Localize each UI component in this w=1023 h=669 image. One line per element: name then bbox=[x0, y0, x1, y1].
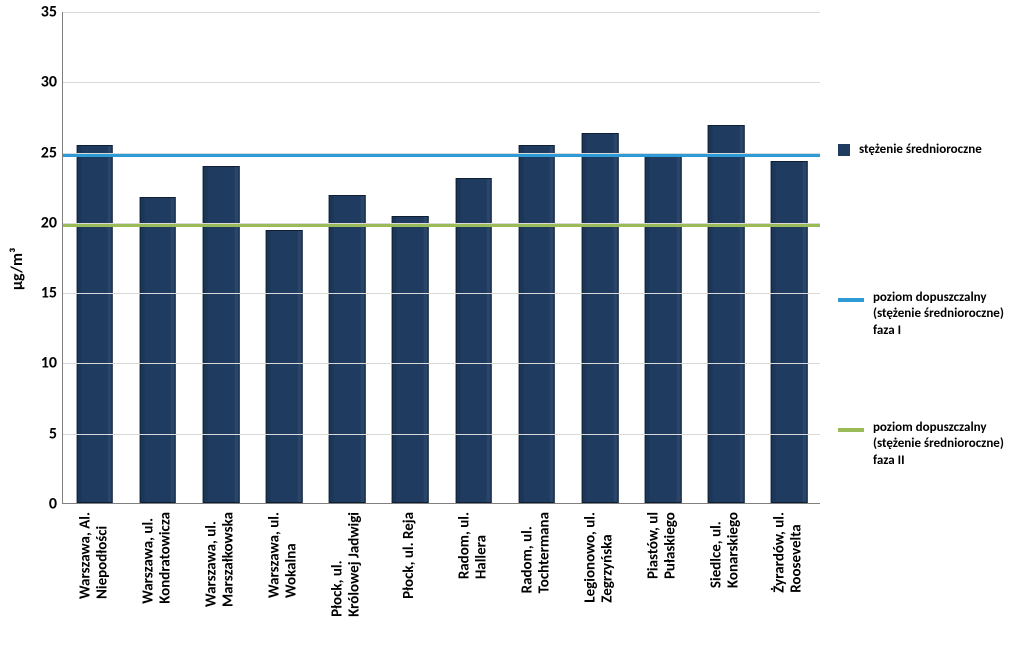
bar bbox=[139, 197, 176, 503]
bar-slot bbox=[695, 12, 758, 503]
legend-swatch-line-2 bbox=[838, 428, 864, 432]
bar-slot bbox=[189, 12, 252, 503]
gridline bbox=[63, 12, 820, 13]
bar-slot bbox=[632, 12, 695, 503]
bar-slot bbox=[63, 12, 126, 503]
gridline bbox=[63, 434, 820, 435]
x-tick-label: Warszawa, ul.Wokalna bbox=[267, 512, 300, 598]
bars-layer bbox=[63, 12, 820, 503]
x-tick-label: Warszawa, ul.Marszałkowska bbox=[203, 512, 236, 607]
bar bbox=[582, 133, 619, 503]
bar bbox=[392, 216, 429, 503]
bar-slot bbox=[126, 12, 189, 503]
legend-series-label: stężenie średnioroczne bbox=[859, 142, 999, 158]
x-tick-label: Legionowo, ul.Zegrzyńska bbox=[582, 512, 615, 603]
y-tick-label: 0 bbox=[49, 495, 63, 514]
bar-slot bbox=[253, 12, 316, 503]
gridline bbox=[63, 293, 820, 294]
bar bbox=[771, 161, 808, 503]
bar bbox=[76, 145, 113, 503]
bar-slot bbox=[568, 12, 631, 503]
x-axis-labels: Warszawa, Al.Niepodłości Warszawa, ul.Kon… bbox=[62, 506, 820, 666]
y-tick-label: 10 bbox=[41, 354, 63, 373]
x-tick-label: Warszawa, Al.Niepodłości bbox=[77, 512, 110, 599]
y-tick-label: 5 bbox=[49, 424, 63, 443]
bar bbox=[266, 230, 303, 503]
y-tick-label: 25 bbox=[41, 143, 63, 162]
x-tick-label: Piastów, ulPułaskiego bbox=[646, 512, 679, 579]
chart-container: µg/m³ 05101520253035 Warszawa, Al.Niepod… bbox=[0, 0, 1023, 669]
bar-slot bbox=[758, 12, 821, 503]
y-tick-label: 35 bbox=[41, 3, 63, 22]
gridline bbox=[63, 363, 820, 364]
x-tick-label: Płock, ul. Reja bbox=[401, 512, 418, 599]
legend-item-series: stężenie średnioroczne bbox=[838, 142, 1018, 158]
y-tick-label: 15 bbox=[41, 284, 63, 303]
x-tick-label: Radom, ul.Hallera bbox=[456, 512, 489, 579]
legend: stężenie średnioroczne poziom dopuszczal… bbox=[838, 12, 1018, 504]
bar bbox=[645, 156, 682, 503]
x-tick-label: Radom, ul.Tochtermana bbox=[519, 512, 552, 593]
bar bbox=[455, 178, 492, 503]
legend-item-limit-1: poziom dopuszczalny (stężenie średnioroc… bbox=[838, 290, 1018, 339]
legend-limit-2-label: poziom dopuszczalny (stężenie średnioroc… bbox=[873, 420, 1013, 469]
gridline bbox=[63, 153, 820, 154]
x-tick-label: Siedlce, ul.Konarskiego bbox=[709, 512, 742, 588]
x-tick-label: Płock, ul.Królowej Jadwigi bbox=[330, 512, 363, 617]
gridline bbox=[63, 223, 820, 224]
legend-item-limit-2: poziom dopuszczalny (stężenie średnioroc… bbox=[838, 420, 1018, 469]
plot-area: 05101520253035 bbox=[62, 12, 820, 504]
bar-slot bbox=[442, 12, 505, 503]
bar bbox=[329, 195, 366, 503]
legend-swatch-bar bbox=[838, 144, 850, 156]
bar bbox=[203, 166, 240, 503]
y-axis-label: µg/m³ bbox=[8, 248, 27, 290]
y-tick-label: 30 bbox=[41, 73, 63, 92]
x-tick-label: Żyrardów, ul.Roosevelta bbox=[772, 512, 805, 593]
bar-slot bbox=[316, 12, 379, 503]
bar-slot bbox=[505, 12, 568, 503]
bar-slot bbox=[379, 12, 442, 503]
bar bbox=[708, 125, 745, 503]
gridline bbox=[63, 82, 820, 83]
y-tick-label: 20 bbox=[41, 213, 63, 232]
legend-limit-1-label: poziom dopuszczalny (stężenie średnioroc… bbox=[873, 290, 1013, 339]
x-tick-label: Warszawa, ul.Kondratowicza bbox=[140, 512, 173, 604]
bar bbox=[518, 145, 555, 503]
legend-swatch-line-1 bbox=[838, 298, 864, 302]
